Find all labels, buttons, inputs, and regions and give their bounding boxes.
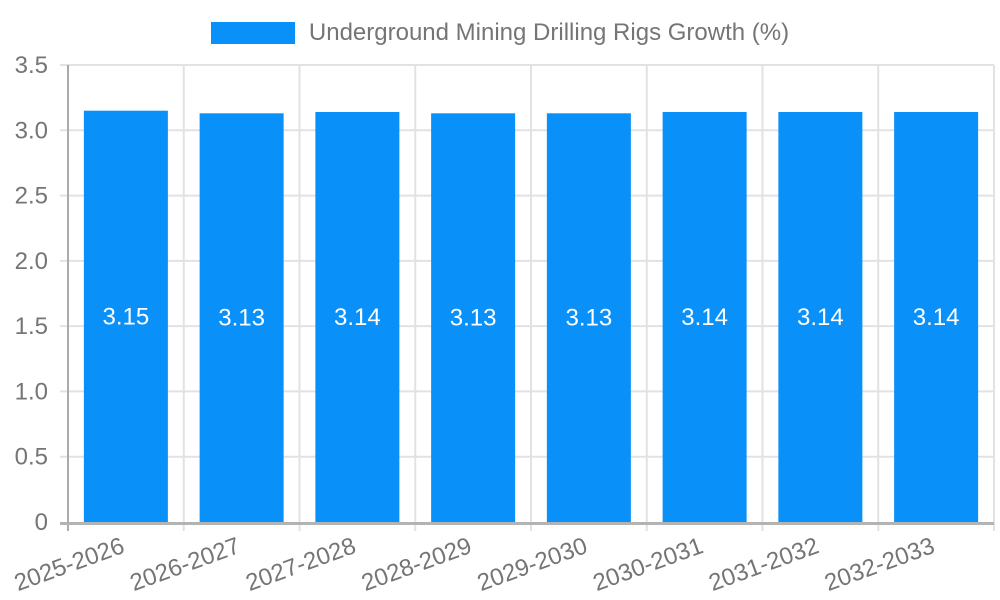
bar-value-label: 3.14 <box>913 304 960 331</box>
bar-value-label: 3.13 <box>566 305 613 332</box>
bar-value-label: 3.14 <box>797 304 844 331</box>
bar[interactable] <box>199 113 284 522</box>
legend[interactable]: Underground Mining Drilling Rigs Growth … <box>0 18 1000 48</box>
bar-value-label: 3.13 <box>450 305 497 332</box>
bar[interactable] <box>778 112 863 523</box>
x-axis-tick-label: 2030-2031 <box>590 532 707 597</box>
x-axis-tick-label: 2032-2033 <box>821 532 938 597</box>
y-axis-tick-label: 0 <box>35 509 48 536</box>
y-axis-tick-label: 3.0 <box>15 117 48 144</box>
y-axis-tick-label: 2.5 <box>15 183 48 210</box>
bar[interactable] <box>83 110 168 522</box>
legend-swatch[interactable] <box>210 22 295 44</box>
y-axis-tick-label: 2.0 <box>15 248 48 275</box>
bar[interactable] <box>315 112 400 523</box>
bar-value-label: 3.14 <box>681 304 728 331</box>
bar[interactable] <box>894 112 979 523</box>
x-axis-tick-label: 2031-2032 <box>705 532 822 597</box>
x-axis-tick-label: 2026-2027 <box>127 532 244 597</box>
x-axis-tick-label: 2027-2028 <box>242 532 359 597</box>
y-axis-tick-label: 1.5 <box>15 313 48 340</box>
bar[interactable] <box>431 113 516 522</box>
y-axis-tick-label: 3.5 <box>15 52 48 79</box>
legend-label: Underground Mining Drilling Rigs Growth … <box>308 19 790 46</box>
y-axis-tick-label: 0.5 <box>15 444 48 471</box>
bar-value-label: 3.13 <box>218 305 265 332</box>
bar[interactable] <box>546 113 631 522</box>
bar-value-label: 3.14 <box>334 304 381 331</box>
bar-value-label: 3.15 <box>103 303 150 330</box>
bar[interactable] <box>662 112 747 523</box>
y-axis-tick-label: 1.0 <box>15 378 48 405</box>
x-axis-tick-label: 2025-2026 <box>11 532 128 597</box>
x-axis-tick-label: 2029-2030 <box>474 532 591 597</box>
x-axis-tick-label: 2028-2029 <box>358 532 475 597</box>
